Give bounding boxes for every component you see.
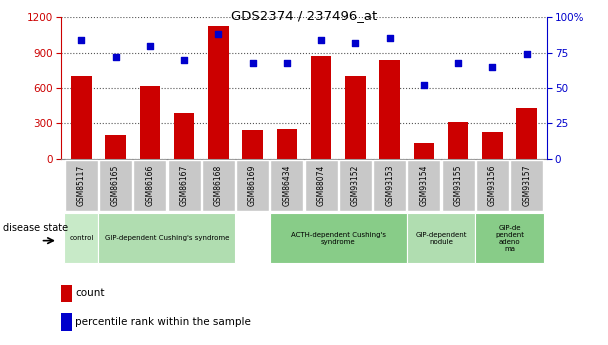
Text: GSM88074: GSM88074 [317, 165, 326, 206]
Point [454, 60, 463, 65]
Bar [61, 285, 72, 302]
Text: count: count [75, 288, 105, 298]
Text: GIP-dependent Cushing's syndrome: GIP-dependent Cushing's syndrome [105, 235, 229, 241]
Text: disease state: disease state [3, 223, 68, 233]
Bar [208, 26, 229, 159]
Text: GSM86168: GSM86168 [214, 165, 223, 206]
Text: GSM86434: GSM86434 [282, 165, 291, 206]
Bar [105, 135, 126, 159]
Text: GSM85117: GSM85117 [77, 165, 86, 206]
FancyBboxPatch shape [510, 160, 543, 211]
Bar [475, 213, 544, 263]
FancyBboxPatch shape [271, 160, 303, 211]
Text: GSM93152: GSM93152 [351, 165, 360, 206]
Point [316, 37, 326, 43]
FancyBboxPatch shape [202, 160, 235, 211]
Bar [413, 144, 434, 159]
Point [247, 60, 257, 65]
Text: GSM86165: GSM86165 [111, 165, 120, 206]
Point [385, 36, 395, 41]
Bar [243, 130, 263, 159]
Point [77, 37, 86, 43]
FancyBboxPatch shape [99, 160, 132, 211]
FancyBboxPatch shape [133, 160, 167, 211]
Text: GIP-de
pendent
adeno
ma: GIP-de pendent adeno ma [495, 225, 524, 252]
Text: percentile rank within the sample: percentile rank within the sample [75, 317, 251, 327]
Text: ACTH-dependent Cushing's
syndrome: ACTH-dependent Cushing's syndrome [291, 231, 385, 245]
Point [282, 60, 292, 65]
Bar [174, 113, 195, 159]
Text: GSM93156: GSM93156 [488, 165, 497, 206]
FancyBboxPatch shape [441, 160, 475, 211]
Bar [71, 76, 92, 159]
Bar [98, 213, 235, 263]
Point [419, 82, 429, 88]
Bar [140, 86, 160, 159]
FancyBboxPatch shape [168, 160, 201, 211]
Bar [516, 108, 537, 159]
Point [488, 64, 497, 70]
Bar [61, 313, 72, 331]
FancyBboxPatch shape [236, 160, 269, 211]
Text: GSM93155: GSM93155 [454, 165, 463, 206]
FancyBboxPatch shape [305, 160, 337, 211]
Text: GSM86167: GSM86167 [179, 165, 188, 206]
Point [351, 40, 361, 46]
Point [522, 51, 531, 57]
Bar [407, 213, 475, 263]
Bar [64, 213, 98, 263]
Bar [379, 60, 400, 159]
Text: GSM93153: GSM93153 [385, 165, 394, 206]
Text: GSM86169: GSM86169 [248, 165, 257, 206]
Bar [448, 122, 468, 159]
Bar [311, 56, 331, 159]
Point [213, 31, 223, 37]
Text: GSM93157: GSM93157 [522, 165, 531, 206]
Bar [277, 129, 297, 159]
Text: control: control [69, 235, 94, 241]
Point [111, 54, 120, 60]
Bar [482, 131, 503, 159]
Text: GIP-dependent
nodule: GIP-dependent nodule [415, 231, 467, 245]
FancyBboxPatch shape [373, 160, 406, 211]
Text: GSM86166: GSM86166 [145, 165, 154, 206]
FancyBboxPatch shape [407, 160, 440, 211]
FancyBboxPatch shape [339, 160, 372, 211]
Bar [270, 213, 407, 263]
Point [179, 57, 189, 62]
Text: GDS2374 / 237496_at: GDS2374 / 237496_at [231, 9, 377, 22]
Text: GSM93154: GSM93154 [420, 165, 429, 206]
Point [145, 43, 154, 48]
FancyBboxPatch shape [476, 160, 509, 211]
FancyBboxPatch shape [65, 160, 98, 211]
Bar [345, 76, 365, 159]
